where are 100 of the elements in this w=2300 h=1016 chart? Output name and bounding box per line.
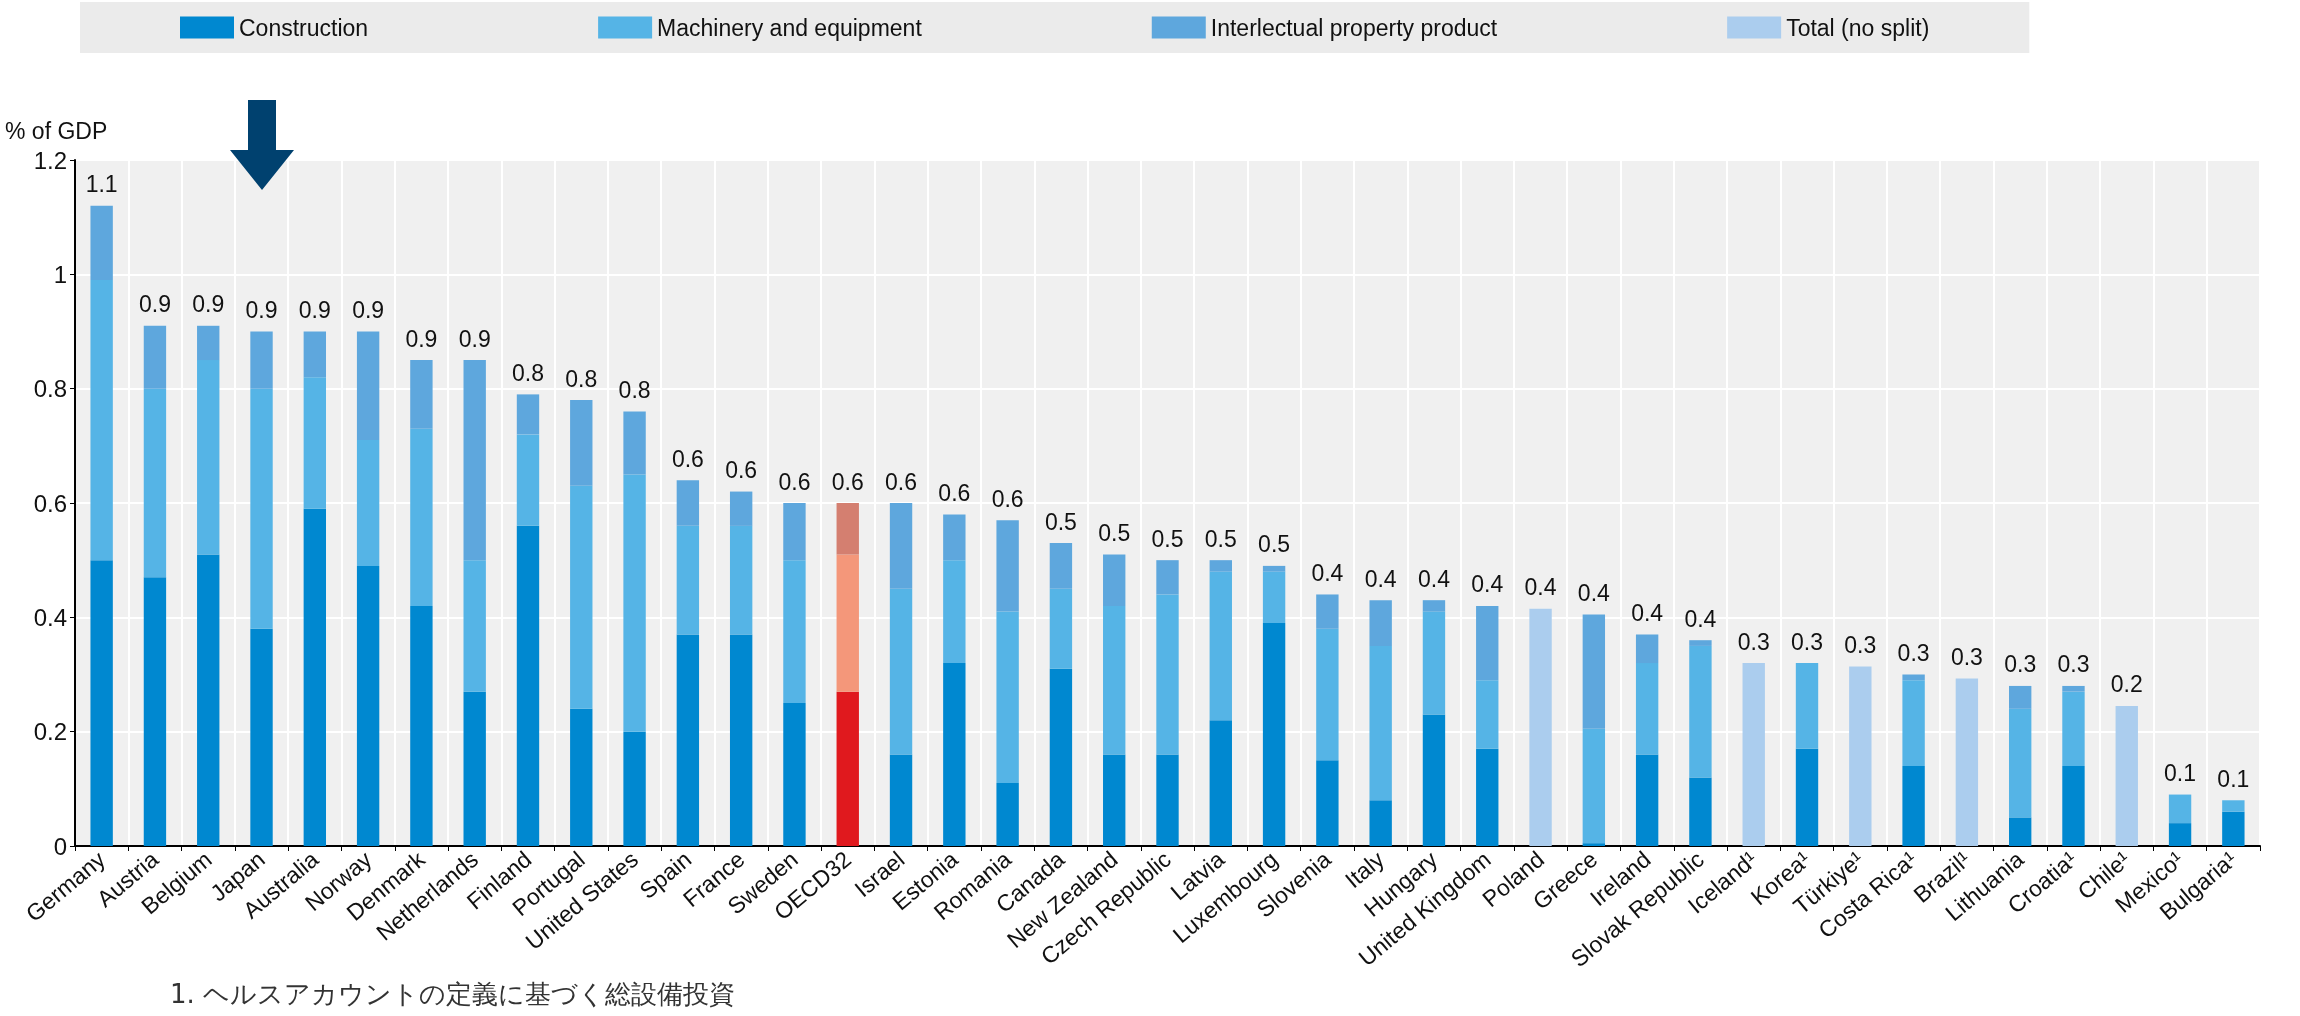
bar xyxy=(1209,720,1232,846)
total-label: 0.5 xyxy=(1151,525,1184,552)
bar xyxy=(1582,728,1606,844)
bar xyxy=(1049,588,1073,669)
bar xyxy=(143,577,167,846)
total-label: 0.3 xyxy=(1737,628,1770,655)
total-label: 0.8 xyxy=(512,359,544,386)
bar xyxy=(1635,754,1659,846)
bar xyxy=(143,325,167,389)
bar xyxy=(2168,794,2192,824)
bar xyxy=(2222,811,2245,846)
legend-label: Interlectual property product xyxy=(1210,14,1498,41)
bar xyxy=(2062,691,2085,766)
bar xyxy=(197,360,220,555)
total-label: 0.6 xyxy=(991,485,1024,512)
bar xyxy=(1635,663,1659,755)
y-tick-label: 0.2 xyxy=(33,718,67,746)
bar xyxy=(2222,800,2245,812)
bar xyxy=(1689,645,1712,778)
bar xyxy=(2115,705,2138,846)
total-label: 0.9 xyxy=(138,291,171,318)
bar xyxy=(143,388,167,578)
total-label: 0.3 xyxy=(1844,632,1877,658)
bar xyxy=(1262,571,1286,624)
bar xyxy=(676,634,700,846)
bar xyxy=(1156,754,1179,846)
y-tick-label: 1 xyxy=(53,260,67,288)
total-label: 0.9 xyxy=(405,325,438,352)
bar xyxy=(729,525,753,635)
bar xyxy=(623,731,646,846)
bar xyxy=(356,565,380,846)
total-label: 0.9 xyxy=(192,291,225,318)
total-label: 0.9 xyxy=(298,297,331,323)
total-label: 0.5 xyxy=(1204,525,1237,552)
bar xyxy=(570,400,593,486)
bar xyxy=(250,388,273,629)
total-label: 0.4 xyxy=(1524,574,1557,601)
bar xyxy=(1582,843,1606,846)
y-tick-label: 0.8 xyxy=(33,375,67,403)
total-label: 0.3 xyxy=(1791,628,1823,655)
total-label: 0.6 xyxy=(885,468,918,495)
bar xyxy=(889,503,913,589)
bar xyxy=(1316,594,1339,629)
bar xyxy=(516,394,540,435)
bar xyxy=(1369,600,1392,646)
bar xyxy=(516,525,540,846)
bar xyxy=(1156,594,1179,755)
total-label: 0.4 xyxy=(1364,565,1397,592)
total-label: 0.6 xyxy=(778,468,811,495)
bar xyxy=(729,491,753,526)
bar xyxy=(197,554,220,846)
bar xyxy=(570,485,593,709)
total-label: 0.9 xyxy=(458,325,491,352)
bar xyxy=(836,554,859,692)
bar xyxy=(836,691,859,846)
bar xyxy=(1689,777,1712,846)
total-label: 0.1 xyxy=(2164,760,2197,787)
bar xyxy=(1849,666,1872,846)
bar xyxy=(676,525,700,635)
total-label: 0.5 xyxy=(1044,508,1077,535)
total-label: 0.5 xyxy=(1098,519,1131,546)
y-tick-label: 0 xyxy=(53,832,67,860)
total-label: 0.6 xyxy=(725,457,758,484)
bar xyxy=(1476,748,1499,846)
bar xyxy=(1262,623,1286,846)
total-label: 0.3 xyxy=(2004,651,2037,678)
bar xyxy=(1422,714,1446,846)
bar xyxy=(1156,560,1179,595)
total-label: 0.4 xyxy=(1684,605,1717,632)
bar xyxy=(943,560,966,664)
bar xyxy=(889,588,913,755)
bar xyxy=(463,360,486,561)
bar xyxy=(783,703,806,846)
bar xyxy=(2008,708,2032,818)
bar xyxy=(996,611,1019,784)
bar xyxy=(623,474,646,732)
y-tick-label: 0.4 xyxy=(33,603,67,631)
total-label: 0.3 xyxy=(1950,644,1983,670)
bar xyxy=(303,377,327,509)
bar xyxy=(1902,680,1925,766)
legend-label: Total (no split) xyxy=(1786,14,1930,41)
bar xyxy=(463,691,486,846)
bar xyxy=(1955,678,1979,846)
total-label: 0.3 xyxy=(1897,640,1930,666)
bar xyxy=(90,280,113,561)
bar xyxy=(2168,823,2192,846)
legend-label: Machinery and equipment xyxy=(657,14,923,41)
bar xyxy=(1049,668,1073,846)
bar xyxy=(410,360,433,429)
total-label: 0.8 xyxy=(618,377,651,404)
bar xyxy=(90,205,113,281)
total-label: 0.6 xyxy=(831,468,864,495)
bar xyxy=(996,783,1019,846)
bar xyxy=(1316,628,1339,761)
bar xyxy=(1529,608,1552,846)
bar xyxy=(1795,748,1819,846)
bar xyxy=(570,708,593,846)
bar xyxy=(303,508,327,846)
bar xyxy=(303,331,327,378)
total-label: 0.4 xyxy=(1631,599,1664,626)
